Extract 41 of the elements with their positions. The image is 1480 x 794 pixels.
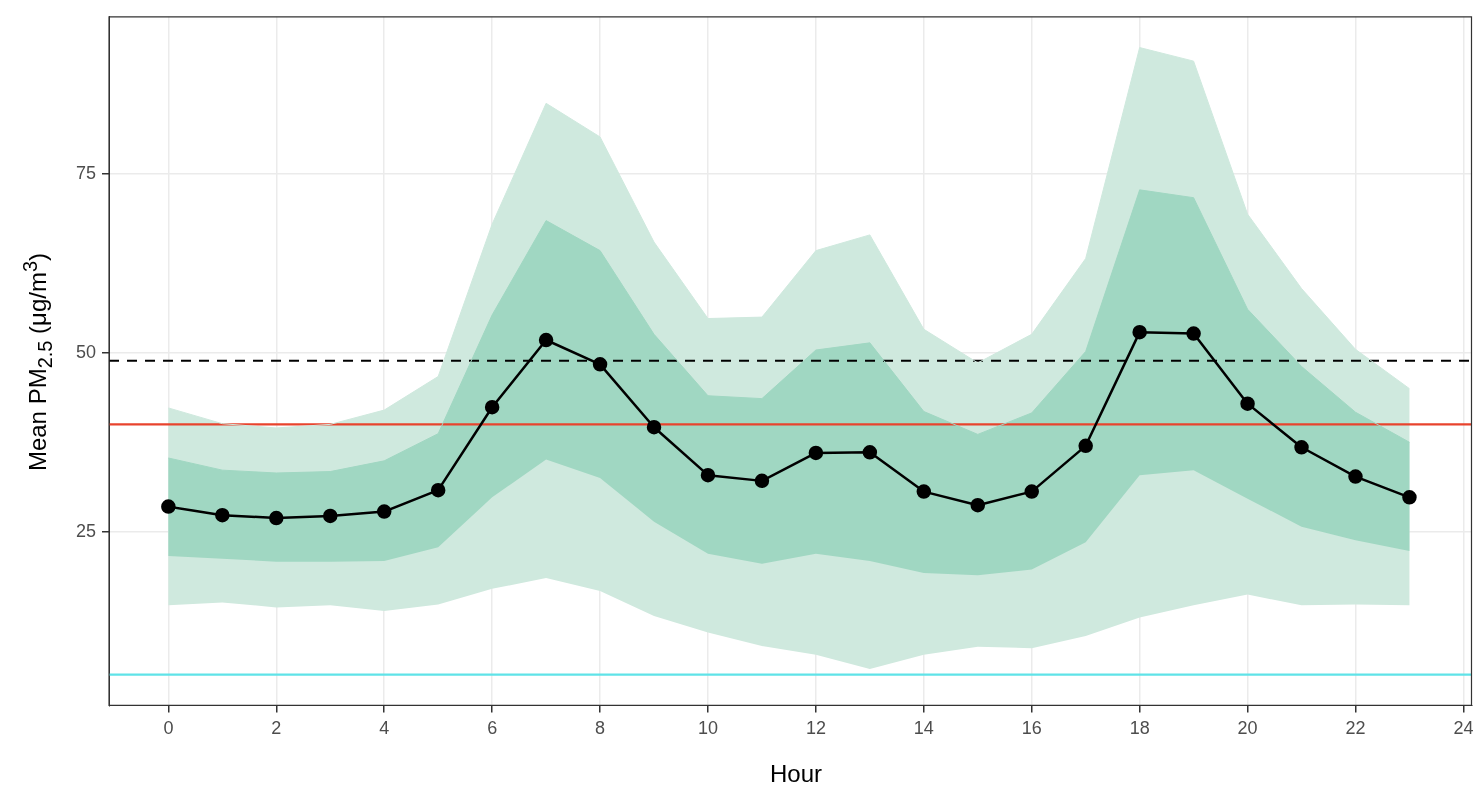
point bbox=[484, 399, 500, 415]
point bbox=[1294, 440, 1309, 455]
y-tick-label: 50 bbox=[75, 341, 97, 362]
x-tick-label: 20 bbox=[1237, 718, 1258, 739]
point bbox=[1240, 396, 1255, 411]
y-tick-label: 75 bbox=[75, 163, 97, 184]
point bbox=[538, 332, 554, 348]
point bbox=[754, 473, 770, 489]
x-tick-label: 2 bbox=[271, 718, 282, 739]
point bbox=[1078, 438, 1093, 454]
x-tick-label: 18 bbox=[1129, 718, 1150, 739]
x-tick-label: 14 bbox=[913, 718, 934, 739]
point bbox=[215, 507, 230, 523]
point bbox=[808, 445, 824, 461]
point bbox=[700, 467, 716, 483]
x-tick-label: 4 bbox=[379, 718, 390, 739]
x-tick-label: 22 bbox=[1345, 718, 1366, 739]
x-tick-label: 10 bbox=[697, 718, 718, 739]
point bbox=[592, 357, 608, 372]
point bbox=[646, 419, 662, 435]
point bbox=[1402, 490, 1417, 505]
point bbox=[376, 504, 392, 519]
x-tick-label: 12 bbox=[805, 718, 826, 739]
x-axis-title: Hour bbox=[769, 760, 823, 788]
y-tick-label: 25 bbox=[75, 520, 97, 541]
x-tick-label: 16 bbox=[1021, 718, 1042, 739]
x-tick-label: 8 bbox=[595, 718, 606, 739]
point bbox=[430, 482, 446, 498]
x-tick-label: 0 bbox=[163, 718, 174, 739]
point bbox=[1132, 324, 1147, 340]
x-tick-label: 24 bbox=[1453, 718, 1474, 739]
point bbox=[323, 508, 338, 524]
point bbox=[862, 445, 878, 460]
point bbox=[1348, 469, 1363, 484]
point bbox=[1186, 326, 1201, 341]
point bbox=[970, 497, 986, 513]
point bbox=[1024, 484, 1039, 499]
point bbox=[916, 484, 932, 499]
point bbox=[269, 510, 284, 526]
point bbox=[161, 499, 176, 514]
x-tick-label: 6 bbox=[487, 718, 498, 739]
